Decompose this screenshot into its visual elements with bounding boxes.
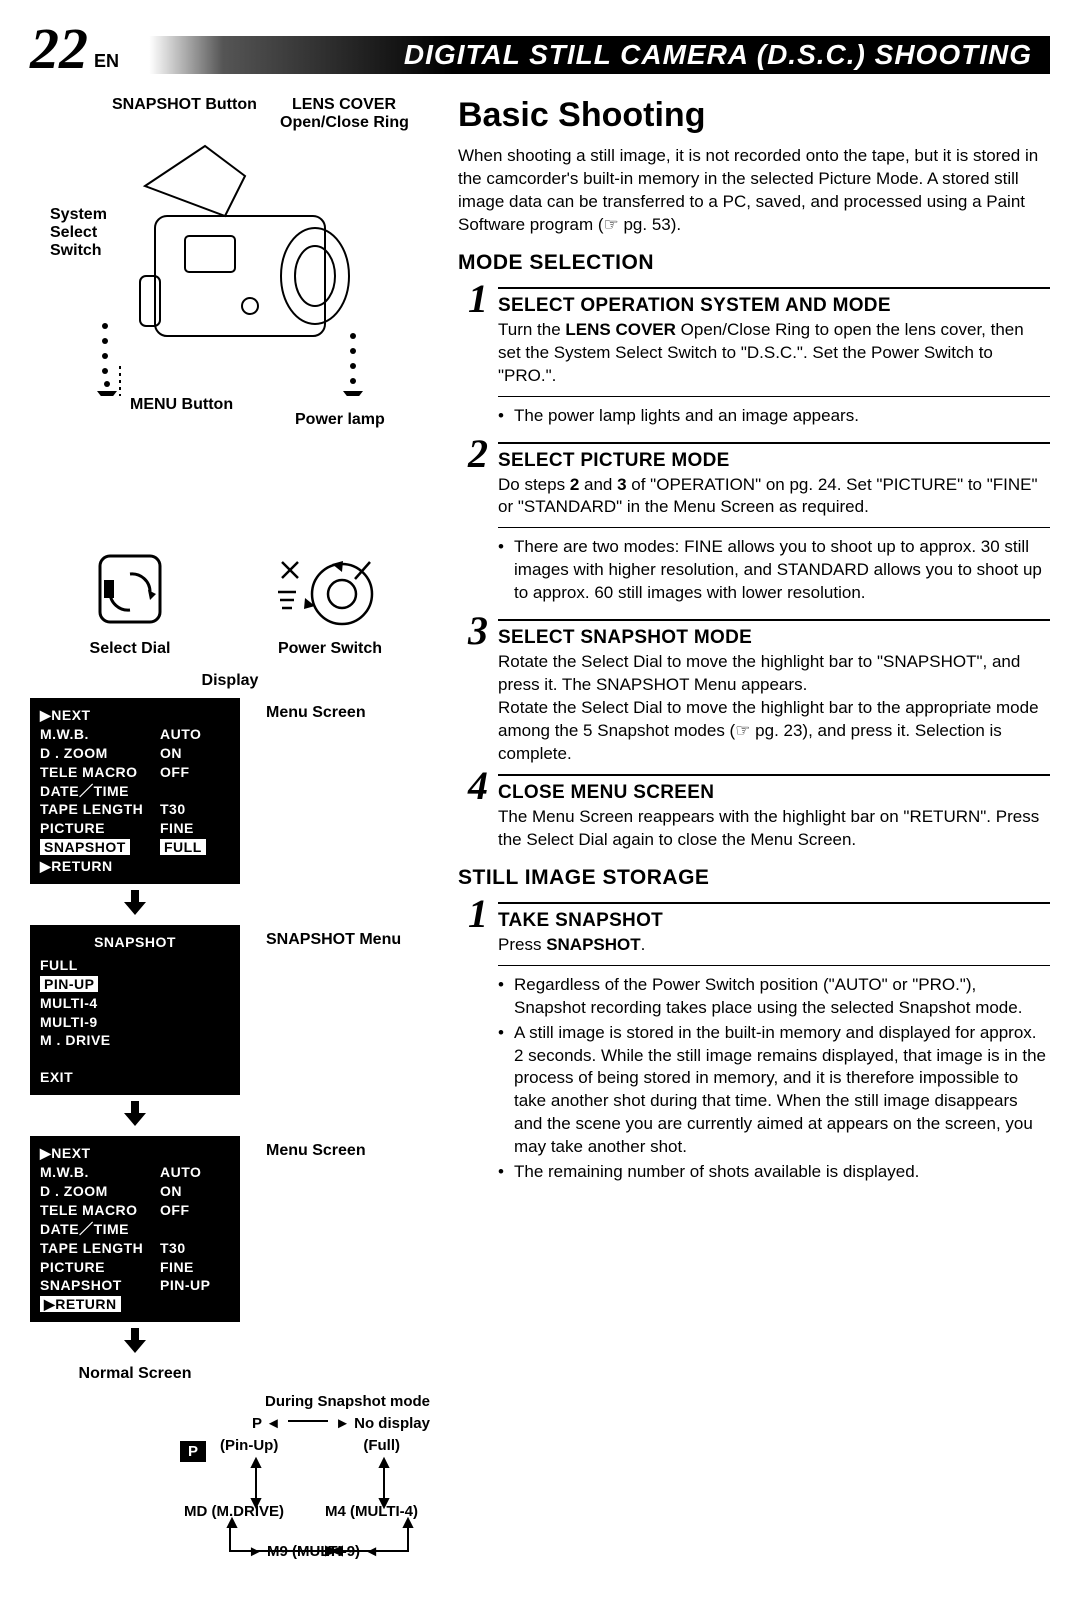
title-bar: DIGITAL STILL CAMERA (D.S.C.) SHOOTING	[131, 36, 1050, 74]
power-switch-icon	[270, 544, 390, 634]
step-text: Rotate the Select Dial to move the highl…	[498, 651, 1050, 766]
camera-illustration	[85, 126, 375, 396]
camera-diagram-area: SNAPSHOT Button LENS COVER Open/Close Ri…	[30, 96, 430, 536]
step: 1 TAKE SNAPSHOT Press SNAPSHOT.	[458, 898, 1050, 957]
snapshot-menu-label: SNAPSHOT Menu	[266, 931, 401, 949]
step-title: SELECT OPERATION SYSTEM AND MODE	[498, 295, 1050, 317]
label-menu-button: MENU Button	[130, 396, 233, 414]
page-number: 22	[30, 20, 88, 78]
step-bullets: •The power lamp lights and an image appe…	[498, 396, 1050, 428]
step-bullets: •There are two modes: FINE allows you to…	[498, 527, 1050, 605]
label-lens-cover: LENS COVER	[292, 96, 396, 114]
snapshot-flow-diagram: During Snapshot mode P ◄ ► No display (P…	[30, 1393, 430, 1563]
flow-arrows	[160, 1413, 440, 1563]
step-text: Turn the LENS COVER Open/Close Ring to o…	[498, 319, 1050, 388]
step-text: The Menu Screen reappears with the highl…	[498, 806, 1050, 852]
section-still-image-storage: STILL IMAGE STORAGE	[458, 866, 1050, 890]
bullet-text: A still image is stored in the built-in …	[514, 1022, 1050, 1160]
step-title: CLOSE MENU SCREEN	[498, 782, 1050, 804]
step-number: 2	[458, 438, 498, 520]
step-number: 3	[458, 615, 498, 766]
flow-md: MD (M.DRIVE)	[184, 1503, 284, 1520]
bullet-text: The remaining number of shots available …	[514, 1161, 1050, 1184]
menu-screen-2-label: Menu Screen	[266, 1142, 366, 1160]
page-language: EN	[94, 51, 119, 72]
page-header: 22 EN DIGITAL STILL CAMERA (D.S.C.) SHOO…	[30, 20, 1050, 78]
normal-screen-caption: Normal Screen	[30, 1365, 240, 1383]
label-snapshot-button: SNAPSHOT Button	[112, 96, 257, 114]
step-number: 4	[458, 770, 498, 852]
right-column: Basic Shooting When shooting a still ima…	[458, 96, 1050, 1563]
menu-screen-1: ▶NEXTM.W.B.AUTOD . ZOOMONTELE MACROOFFDA…	[30, 698, 240, 884]
step-text: Do steps 2 and 3 of "OPERATION" on pg. 2…	[498, 474, 1050, 520]
step: 1 SELECT OPERATION SYSTEM AND MODE Turn …	[458, 283, 1050, 388]
down-arrow-icon	[30, 1328, 240, 1359]
intro-text: When shooting a still image, it is not r…	[458, 145, 1050, 237]
step-bullets: •Regardless of the Power Switch position…	[498, 965, 1050, 1184]
section-mode-selection: MODE SELECTION	[458, 251, 1050, 275]
flow-m9: M9 (MULTI-9)	[267, 1543, 360, 1560]
menu-screen-2: ▶NEXTM.W.B.AUTOD . ZOOMONTELE MACROOFFDA…	[30, 1136, 240, 1322]
flow-title: During Snapshot mode	[265, 1393, 430, 1410]
step: 3 SELECT SNAPSHOT MODE Rotate the Select…	[458, 615, 1050, 766]
menu-screen-1-label: Menu Screen	[266, 704, 366, 722]
main-heading: Basic Shooting	[458, 96, 1050, 135]
step-text: Press SNAPSHOT.	[498, 934, 1050, 957]
bullet-text: There are two modes: FINE allows you to …	[514, 536, 1050, 605]
flow-m4: M4 (MULTI-4)	[325, 1503, 418, 1520]
snapshot-menu: SNAPSHOTFULLPIN-UPMULTI-4MULTI-9M . DRIV…	[30, 925, 240, 1095]
step: 2 SELECT PICTURE MODE Do steps 2 and 3 o…	[458, 438, 1050, 520]
bullet-text: Regardless of the Power Switch position …	[514, 974, 1050, 1020]
step-title: SELECT SNAPSHOT MODE	[498, 627, 1050, 649]
down-arrow-icon	[30, 890, 240, 921]
step-title: TAKE SNAPSHOT	[498, 910, 1050, 932]
step-number: 1	[458, 898, 498, 957]
bullet-text: The power lamp lights and an image appea…	[514, 405, 1050, 428]
sub-icons-row: Select Dial Power Switch	[30, 544, 430, 658]
step-number: 1	[458, 283, 498, 388]
left-column: SNAPSHOT Button LENS COVER Open/Close Ri…	[30, 96, 430, 1563]
select-dial-caption: Select Dial	[55, 640, 205, 658]
step: 4 CLOSE MENU SCREEN The Menu Screen reap…	[458, 770, 1050, 852]
display-caption: Display	[30, 672, 430, 690]
power-switch-caption: Power Switch	[255, 640, 405, 658]
label-power-lamp: Power lamp	[295, 411, 385, 429]
select-dial-icon	[80, 544, 180, 634]
down-arrow-icon	[30, 1101, 240, 1132]
step-title: SELECT PICTURE MODE	[498, 450, 1050, 472]
